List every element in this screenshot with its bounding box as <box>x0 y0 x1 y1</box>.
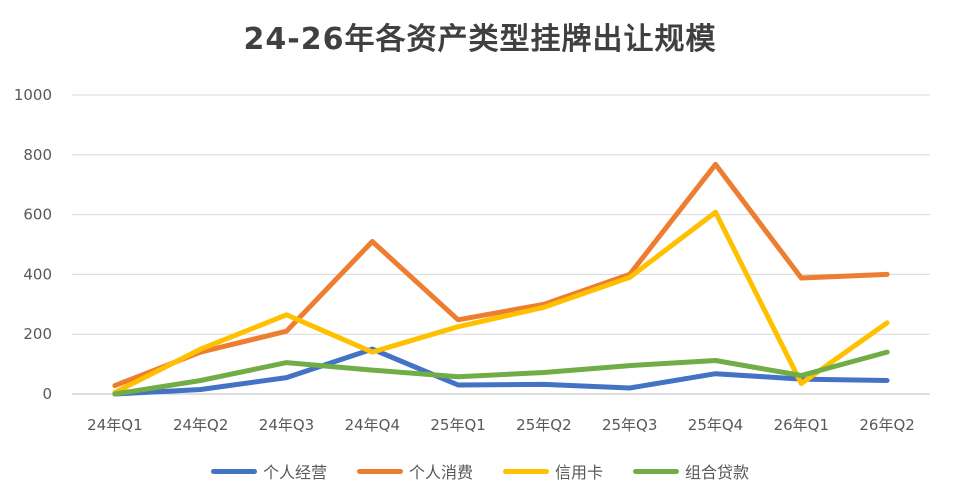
x-tick-label: 24年Q3 <box>259 416 314 434</box>
legend-swatch <box>633 468 680 474</box>
y-tick-label: 0 <box>42 385 52 403</box>
x-tick-label: 24年Q1 <box>87 416 142 434</box>
legend: 个人经营 个人消费 信用卡 组合贷款 <box>0 459 960 483</box>
x-tick-label: 26年Q1 <box>774 416 829 434</box>
legend-label: 信用卡 <box>555 463 604 482</box>
legend-swatch <box>503 468 549 474</box>
x-tick-label: 25年Q2 <box>516 416 571 434</box>
y-tick-label: 400 <box>23 265 52 283</box>
x-tick-label: 25年Q3 <box>602 416 657 434</box>
series-lines <box>112 161 890 397</box>
y-tick-label: 200 <box>23 325 52 343</box>
x-tick-label: 25年Q4 <box>688 416 743 434</box>
legend-swatch <box>356 468 403 474</box>
y-axis-tick-labels: 0 200 400 600 800 1000 <box>14 86 52 403</box>
chart-title: 24-26年各资产类型挂牌出让规模 <box>243 22 717 57</box>
x-axis-tick-labels: 24年Q1 24年Q2 24年Q3 24年Q4 25年Q1 25年Q2 25年Q3 25年Q4… <box>87 416 915 434</box>
series-line-1 <box>112 346 890 397</box>
y-tick-label: 800 <box>23 146 52 164</box>
x-tick-label: 25年Q1 <box>430 416 485 434</box>
legend-swatch <box>210 468 257 474</box>
series-line-2 <box>112 161 890 389</box>
legend-item: 个人经营 <box>210 459 327 483</box>
series-line-4 <box>112 349 890 397</box>
series-line-3 <box>112 209 890 395</box>
y-tick-label: 1000 <box>14 86 52 104</box>
x-tick-label: 24年Q4 <box>345 416 400 434</box>
x-tick-label: 26年Q2 <box>859 416 914 434</box>
gridlines <box>72 94 930 395</box>
legend-label: 个人经营 <box>262 463 327 482</box>
y-tick-label: 600 <box>23 206 52 224</box>
legend-label: 个人消费 <box>408 463 473 482</box>
legend-label: 组合贷款 <box>685 463 750 482</box>
x-tick-label: 24年Q2 <box>173 416 228 434</box>
legend-item: 信用卡 <box>503 459 603 483</box>
legend-item: 组合贷款 <box>633 459 749 483</box>
legend-item: 个人消费 <box>356 459 473 483</box>
